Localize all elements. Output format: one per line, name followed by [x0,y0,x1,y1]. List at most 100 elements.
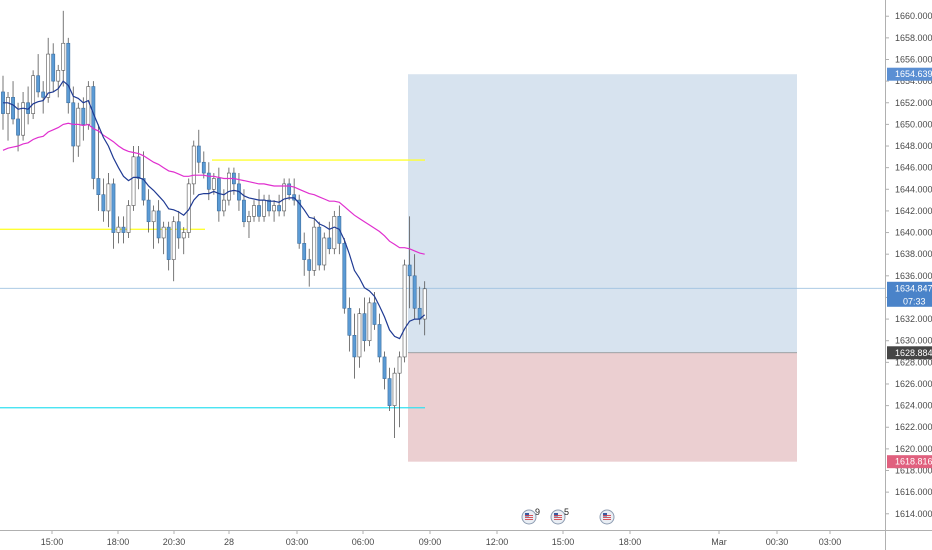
candle-body [126,205,131,233]
candle [51,43,56,92]
candle-body [86,86,91,125]
event-badge[interactable]: 9 [521,507,540,525]
event-badge[interactable]: 5 [550,507,569,525]
candle-body [342,243,347,309]
candle [352,313,357,379]
candle [151,205,156,249]
position-tool[interactable] [408,74,797,462]
candle-body [242,199,246,223]
horizontal-lines[interactable] [0,159,425,409]
time-tick-label: 06:00 [352,537,375,547]
candle [186,178,191,238]
stop-price-label-bg [887,455,932,469]
candle-body [216,178,221,212]
candle-body [131,156,136,206]
candle-body [347,307,352,336]
candle [121,216,126,244]
candle [407,216,412,309]
candle [357,308,362,368]
candle-body [377,324,382,358]
candle-body [352,335,357,358]
candle-body [312,226,317,271]
candle-body [51,53,56,82]
candle [146,189,151,233]
candle [81,97,86,141]
time-tick-label: 03:00 [819,537,842,547]
candle [181,227,186,255]
profit-zone[interactable] [408,74,797,353]
candle [21,91,25,141]
candle-body [201,161,206,174]
flag-canton [603,513,607,517]
time-tick-label: 03:00 [286,537,309,547]
candle [66,37,71,114]
entry-price-label-text: 1628.884 [895,348,932,358]
candle [46,37,51,103]
candle [322,232,327,271]
time-tick-label: 28 [224,537,234,547]
candle [402,259,407,363]
price-tick-label: 1626.000 [895,379,932,389]
candle-body [171,221,176,260]
candle [111,178,116,249]
stop-price-label-text: 1618.816 [895,457,932,467]
candle-body [206,172,211,190]
candle-body [357,313,362,358]
candle [282,178,287,217]
time-tick-label: 15:00 [41,537,64,547]
time-tick-label: 15:00 [552,537,575,547]
candle-body [141,178,146,201]
price-tick-label: 1658.000 [895,33,932,43]
time-axis[interactable]: 15:00 18:00 20:30 28 03:00 06:00 09:00 12:00 15:… [41,530,842,547]
price-tick-label: 1622.000 [895,422,932,432]
candle [196,129,201,174]
candle [312,216,317,276]
candle-body [121,226,126,233]
candle-body [81,107,86,125]
price-tick-label: 1630.000 [895,336,932,346]
candle [252,200,256,222]
candle [317,221,322,271]
candle [287,178,292,201]
candle-body [247,216,251,223]
candle-body [407,264,412,277]
time-tick-label: 18:00 [619,537,642,547]
candle [267,194,271,217]
candle [342,237,347,314]
candle [161,221,166,255]
price-tick-label: 1644.000 [895,184,932,194]
candle-body [282,183,287,212]
loss-zone[interactable] [408,352,797,462]
time-tick-label: 12:00 [486,537,509,547]
candle [422,281,427,336]
candle [397,351,402,428]
candle-body [302,243,307,260]
price-tick-label: 1628.000 [895,357,932,367]
price-tick-label: 1648.000 [895,141,932,151]
candle-body [412,275,417,309]
price-tick-label: 1616.000 [895,487,932,497]
time-tick-label: 20:30 [163,537,186,547]
price-tick-label: 1656.000 [895,54,932,64]
price-tick-label: 1652.000 [895,98,932,108]
price-tick-label: 1642.000 [895,206,932,216]
current-price-label-bg [887,281,932,307]
us-flag-icon [550,509,566,525]
candle-body [191,145,196,185]
candle [171,216,176,282]
candle [91,81,96,190]
candle-body [176,221,181,239]
candle [221,189,226,217]
candle-body [307,259,312,271]
candle [382,351,387,390]
event-badge[interactable] [599,509,615,525]
candle-body [156,210,161,239]
price-tick-label: 1614.000 [895,509,932,519]
candle [191,140,196,195]
candle-body [151,210,156,223]
candle [302,232,307,276]
candle [392,367,397,439]
candle [116,216,121,244]
